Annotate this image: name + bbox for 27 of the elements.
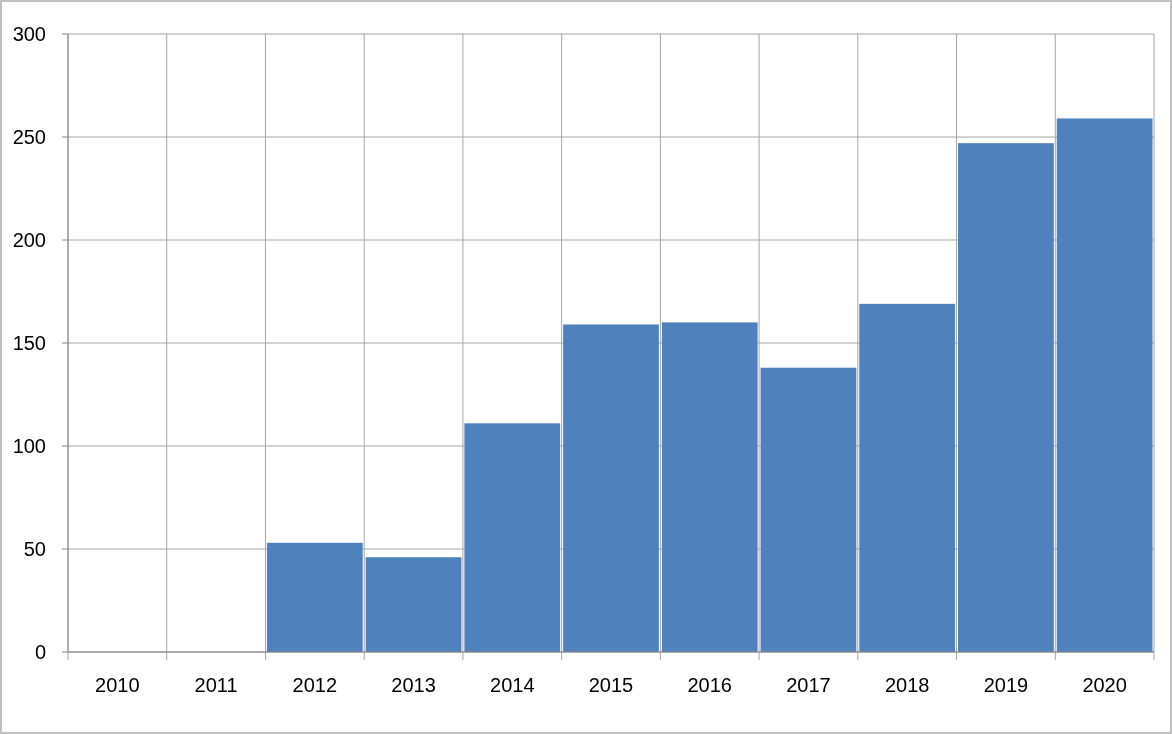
bar: [464, 423, 561, 652]
bar: [958, 143, 1054, 652]
y-tick-label: 300: [12, 23, 46, 45]
x-tick-label: 2019: [983, 674, 1029, 696]
bar: [760, 367, 857, 652]
y-tick-label: 0: [34, 641, 46, 663]
x-tick-label: 2013: [391, 674, 436, 696]
x-tick-label: 2018: [884, 674, 930, 696]
x-tick-label: 2014: [490, 674, 535, 696]
bar: [365, 557, 462, 652]
bar: [266, 542, 363, 652]
x-tick-label: 2012: [292, 674, 338, 696]
bar: [1056, 118, 1153, 652]
y-tick-label: 200: [12, 229, 46, 251]
y-tick-label: 250: [12, 126, 46, 148]
x-tick-label: 2017: [786, 674, 831, 696]
x-tick-label: 2016: [687, 674, 732, 696]
x-tick-label: 2015: [588, 674, 634, 696]
y-tick-label: 100: [12, 435, 46, 457]
x-tick-label: 2010: [95, 674, 140, 696]
x-tick-label: 2020: [1082, 674, 1127, 696]
y-tick-label: 50: [23, 538, 46, 560]
bar: [563, 324, 659, 652]
bar: [661, 322, 758, 652]
bar: [859, 303, 956, 652]
y-tick-label: 150: [12, 332, 46, 354]
x-tick-label: 2011: [194, 674, 238, 696]
